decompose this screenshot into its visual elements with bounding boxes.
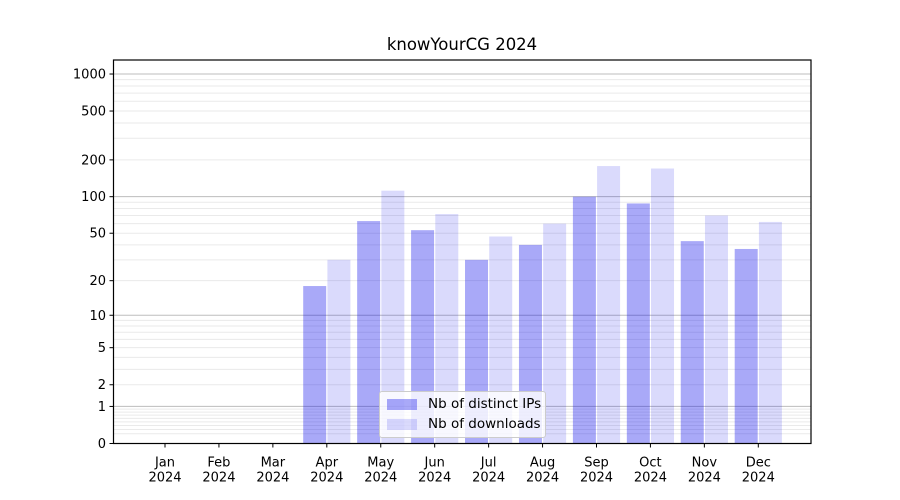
x-tick-label-year: 2024 (472, 471, 505, 486)
x-tick-label-year: 2024 (580, 471, 613, 486)
legend-row: Nb of distinct IPs (387, 395, 545, 412)
legend-label-downloads: Nb of downloads (428, 416, 541, 432)
x-tick-label-month: Sep (584, 456, 609, 471)
x-tick-label-month: Aug (530, 456, 555, 471)
bar-downloads (435, 214, 459, 444)
bar-distinct-ips (680, 241, 704, 444)
chart-title: knowYourCG 2024 (386, 35, 538, 54)
legend-row: Nb of downloads (387, 416, 545, 432)
x-tick-label-year: 2024 (634, 471, 667, 486)
bar-downloads (758, 221, 782, 444)
y-tick-label: 2 (98, 378, 106, 393)
x-tick-label-year: 2024 (418, 471, 451, 486)
axes-spines (112, 59, 812, 445)
x-tick-label-year: 2024 (526, 471, 559, 486)
x-tick-label-year: 2024 (202, 471, 235, 486)
bar-downloads (327, 259, 351, 444)
bar-downloads (543, 223, 567, 444)
x-tick-label-year: 2024 (742, 471, 775, 486)
y-tick-label: 1 (98, 400, 106, 415)
bar-downloads (704, 215, 728, 444)
y-tick-label: 200 (81, 153, 106, 168)
x-tick-label-month: Jan (154, 456, 175, 471)
y-tick-label: 0 (98, 437, 106, 452)
legend-label-distinct-ips: Nb of distinct IPs (428, 395, 542, 412)
y-tick-label: 20 (89, 274, 106, 289)
bar-distinct-ips (734, 248, 758, 444)
bar-distinct-ips (303, 286, 327, 444)
legend: Nb of distinct IPs Nb of downloads (379, 391, 546, 438)
bar-downloads (597, 166, 621, 444)
x-tick-label-year: 2024 (310, 471, 343, 486)
y-tick-label: 500 (81, 105, 106, 120)
y-tick-label: 50 (89, 227, 106, 242)
x-tick-label-year: 2024 (148, 471, 181, 486)
x-tick-label-year: 2024 (256, 471, 289, 486)
y-tick-label: 5 (98, 341, 106, 356)
x-tick-label-month: Feb (207, 456, 230, 471)
x-tick-label-month: Jul (480, 456, 497, 471)
legend-swatch-distinct-ips (387, 398, 417, 410)
x-tick-label-month: Mar (261, 456, 286, 471)
bar-distinct-ips (357, 221, 381, 444)
y-tick-label: 100 (81, 190, 106, 205)
x-tick-label-month: Nov (692, 456, 718, 471)
x-tick-label-month: May (367, 456, 394, 471)
x-tick-label-month: Oct (639, 456, 661, 471)
bar-downloads (651, 168, 675, 444)
bar-distinct-ips (626, 203, 650, 444)
x-tick-label-year: 2024 (688, 471, 721, 486)
x-tick-label-month: Jun (424, 456, 445, 471)
legend-swatch-downloads (387, 419, 417, 431)
bar-downloads (381, 190, 405, 444)
x-tick-label-year: 2024 (364, 471, 397, 486)
y-tick-label: 10 (89, 309, 106, 324)
x-tick-label-month: Dec (746, 456, 771, 471)
bar-distinct-ips (572, 196, 596, 444)
y-tick-label: 1000 (73, 68, 106, 83)
x-tick-label-month: Apr (316, 456, 339, 471)
bar-distinct-ips (411, 230, 435, 444)
